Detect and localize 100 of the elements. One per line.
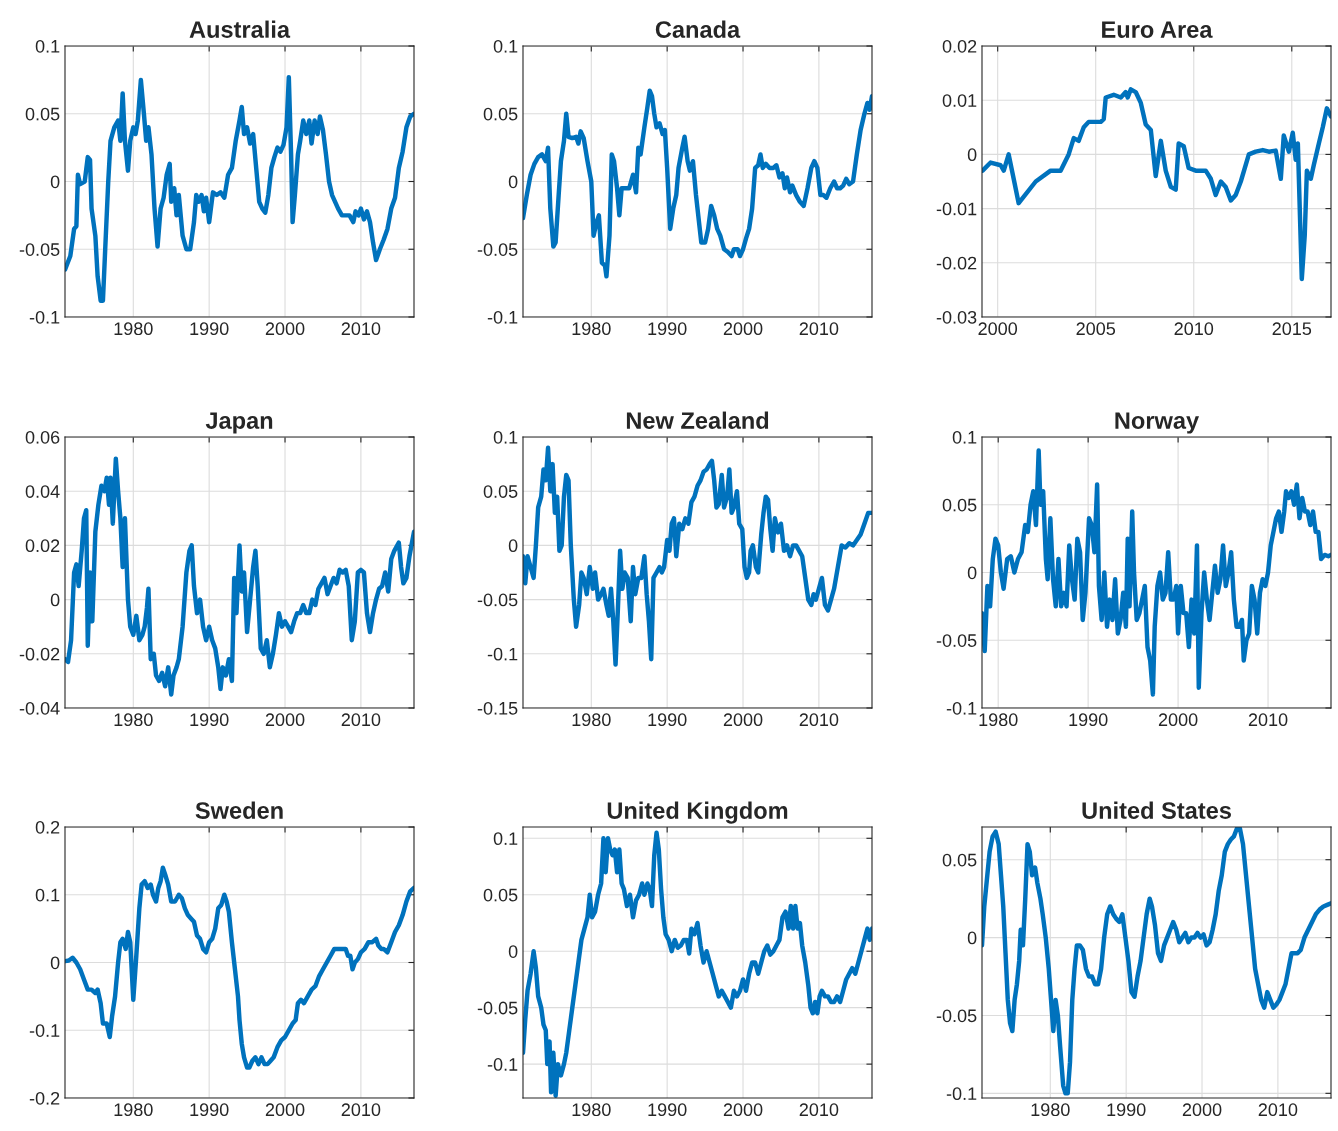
line-series	[523, 88, 872, 279]
x-tick-label: 1980	[572, 713, 611, 727]
x-tick-label: 1980	[1031, 1103, 1070, 1117]
y-tick-label: 0.1	[493, 832, 518, 846]
y-tick-label: -0.02	[936, 256, 977, 270]
x-tick-label: 1990	[648, 713, 687, 727]
y-tick-label: 0.1	[952, 430, 977, 444]
y-tick-label: 0.1	[493, 430, 518, 444]
x-tick-label: 1990	[190, 713, 229, 727]
x-tick-label: 2000	[978, 322, 1018, 336]
x-tick-label: 2010	[1174, 322, 1214, 336]
x-tick-label: 2000	[1182, 1103, 1222, 1117]
y-tick-label: 0	[508, 945, 518, 958]
y-tick-label: 0	[508, 539, 518, 553]
x-tick-label: 1990	[648, 1103, 687, 1117]
y-tick-label: 0	[50, 593, 60, 607]
x-tick-label: 2010	[1248, 713, 1288, 727]
chart-title: Japan	[205, 412, 273, 434]
x-tick-label: 2000	[723, 713, 763, 727]
line-series	[65, 74, 414, 303]
x-tick-label: 2000	[265, 1103, 305, 1117]
y-tick-label: -0.05	[477, 1001, 518, 1015]
y-tick-label: 0	[50, 956, 60, 970]
chart-title: United Kingdom	[607, 801, 788, 824]
x-tick-label: 2010	[799, 713, 839, 727]
x-tick-label: 2005	[1076, 322, 1116, 336]
x-tick-label: 2000	[723, 1103, 763, 1117]
line-series	[982, 827, 1331, 1096]
x-tick-label: 2010	[799, 1103, 839, 1117]
y-tick-label: -0.2	[29, 1091, 60, 1105]
x-tick-label: 2000	[1158, 713, 1198, 727]
y-tick-label: 0.1	[35, 39, 60, 53]
x-tick-label: 1980	[572, 322, 611, 336]
chart-title: Australia	[189, 20, 291, 38]
y-tick-label: 0.05	[942, 498, 977, 512]
line-series	[65, 865, 414, 1070]
chart-title: Sweden	[195, 801, 283, 819]
y-tick-label: -0.05	[19, 243, 60, 256]
y-tick-label: -0.1	[946, 1087, 977, 1101]
x-tick-label: 1980	[979, 713, 1018, 727]
y-tick-label: 0.1	[35, 888, 60, 902]
line-series	[982, 87, 1331, 282]
x-tick-label: 2000	[265, 322, 305, 336]
x-tick-label: 2015	[1272, 322, 1312, 336]
y-tick-label: 0.1	[493, 39, 518, 53]
chart-title: United States	[1082, 801, 1231, 819]
y-tick-label: 0	[967, 931, 977, 945]
y-tick-label: 0.02	[942, 39, 977, 53]
y-tick-label: 0	[967, 566, 977, 580]
chart-title: New Zealand	[626, 411, 769, 429]
line-series	[523, 445, 872, 667]
y-tick-label: 0.05	[25, 107, 60, 121]
y-tick-label: 0.06	[25, 430, 60, 444]
y-tick-label: -0.1	[29, 310, 60, 324]
line-series	[523, 830, 872, 1098]
x-tick-label: 1990	[648, 322, 687, 336]
y-tick-label: 0.01	[942, 94, 977, 107]
y-tick-label: -0.05	[477, 243, 518, 256]
y-tick-label: 0.04	[25, 485, 60, 498]
x-tick-label: 1990	[1069, 713, 1108, 727]
chart-title: Euro Area	[1102, 21, 1213, 38]
x-tick-label: 1980	[114, 1103, 153, 1117]
x-tick-label: 2010	[341, 322, 381, 336]
line-series	[65, 456, 414, 697]
x-tick-label: 2010	[1258, 1103, 1298, 1117]
y-tick-label: -0.1	[487, 647, 518, 661]
y-tick-label: 0.02	[25, 539, 60, 553]
x-tick-label: 1990	[1107, 1103, 1146, 1117]
x-tick-label: 1980	[572, 1103, 611, 1117]
x-tick-label: 1990	[190, 322, 229, 336]
y-tick-label: 0.05	[483, 107, 518, 121]
y-tick-label: 0	[50, 175, 60, 189]
x-tick-label: 1980	[114, 322, 153, 336]
x-tick-label: 2010	[341, 1103, 381, 1117]
x-tick-label: 1980	[114, 713, 153, 727]
y-tick-label: 0	[967, 148, 977, 162]
y-tick-label: 0.05	[483, 888, 518, 902]
x-tick-label: 2010	[799, 322, 839, 336]
y-tick-label: -0.05	[936, 1009, 977, 1023]
x-tick-label: 2000	[265, 713, 305, 727]
y-tick-label: -0.15	[477, 701, 518, 715]
y-tick-label: -0.02	[19, 647, 60, 661]
y-tick-label: -0.1	[487, 1058, 518, 1071]
x-tick-label: 1990	[190, 1103, 229, 1117]
y-tick-label: -0.04	[19, 701, 60, 715]
x-tick-label: 2000	[723, 322, 763, 336]
y-tick-label: -0.01	[936, 202, 977, 216]
y-tick-label: -0.1	[946, 701, 977, 715]
y-tick-label: -0.05	[936, 634, 977, 647]
line-series	[982, 448, 1331, 697]
y-tick-label: -0.03	[936, 310, 977, 324]
x-tick-label: 2010	[341, 713, 381, 727]
y-tick-label: -0.05	[477, 593, 518, 607]
y-tick-label: 0.2	[35, 820, 60, 834]
y-tick-label: -0.1	[487, 310, 518, 324]
y-tick-label: 0	[508, 175, 518, 189]
chart-title: Canada	[655, 20, 741, 38]
chart-title: Norway	[1115, 412, 1200, 434]
y-tick-label: -0.1	[29, 1024, 60, 1037]
y-tick-label: 0.05	[942, 853, 977, 867]
